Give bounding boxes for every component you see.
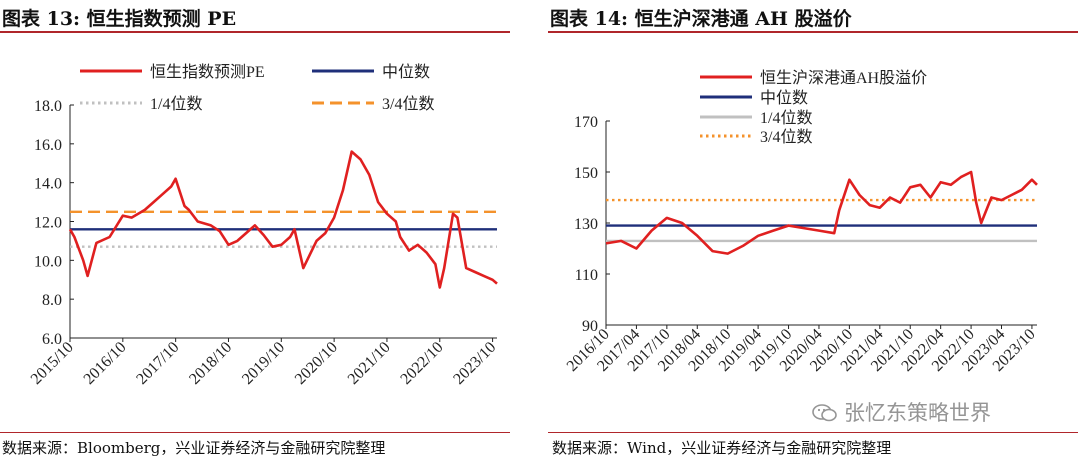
left-source-text: 数据来源：Bloomberg，兴业证券经济与金融研究院整理 <box>2 439 386 457</box>
left-y-tick-label: 8.0 <box>42 292 62 309</box>
left-legend-label: 恒生指数预测PE <box>150 63 265 81</box>
left-y-tick-label: 6.0 <box>42 331 62 348</box>
right-source-rule <box>548 432 1078 433</box>
left-x-tick-label: 2016/10 <box>81 339 130 388</box>
left-x-tick-label: 2023/10 <box>450 339 499 388</box>
left-x-tick-label: 2022/10 <box>397 339 446 388</box>
wechat-icon <box>812 404 837 422</box>
right-y-tick-label: 130 <box>574 216 598 233</box>
right-legend-label: 中位数 <box>760 89 808 107</box>
right-legend-label: 恒生沪深港通AH股溢价 <box>760 69 927 87</box>
left-title-rule <box>0 31 510 33</box>
left-x-tick-label: 2018/10 <box>186 339 235 388</box>
left-y-tick-label: 18.0 <box>34 98 62 115</box>
right-source-text: 数据来源：Wind，兴业证券经济与金融研究院整理 <box>552 439 892 457</box>
left-series-line <box>68 150 498 289</box>
left-source-rule <box>0 432 510 433</box>
left-legend-label: 1/4位数 <box>150 95 202 113</box>
left-x-tick-label: 2021/10 <box>345 339 394 388</box>
right-legend-label: 3/4位数 <box>760 128 812 146</box>
left-legend-label: 中位数 <box>382 63 430 81</box>
watermark-text: 张忆东策略世界 <box>844 401 991 425</box>
right-y-tick-label: 150 <box>574 165 598 182</box>
right-y-tick-label: 110 <box>575 267 598 284</box>
left-x-tick-label: 2020/10 <box>292 339 341 388</box>
right-y-tick-label: 90 <box>582 318 598 335</box>
left-y-tick-label: 10.0 <box>34 253 62 270</box>
right-legend-label: 1/4位数 <box>760 109 812 127</box>
left-legend-label: 3/4位数 <box>382 95 434 113</box>
right-chart-title: 图表 14: 恒生沪深港通 AH 股溢价 <box>550 8 852 30</box>
left-y-tick-label: 16.0 <box>34 137 62 154</box>
right-chart: 901101301501702016/102017/042017/102018/… <box>564 69 1039 375</box>
left-x-tick-label: 2017/10 <box>133 339 182 388</box>
right-y-tick-label: 170 <box>574 114 598 131</box>
left-y-tick-label: 12.0 <box>34 215 62 232</box>
watermark: 张忆东策略世界 <box>812 397 991 427</box>
left-y-tick-label: 14.0 <box>34 176 62 193</box>
right-title-rule <box>548 31 1078 33</box>
right-series-line <box>605 170 1038 255</box>
left-x-tick-label: 2019/10 <box>239 339 288 388</box>
left-chart-title: 图表 13: 恒生指数预测 PE <box>2 8 237 30</box>
